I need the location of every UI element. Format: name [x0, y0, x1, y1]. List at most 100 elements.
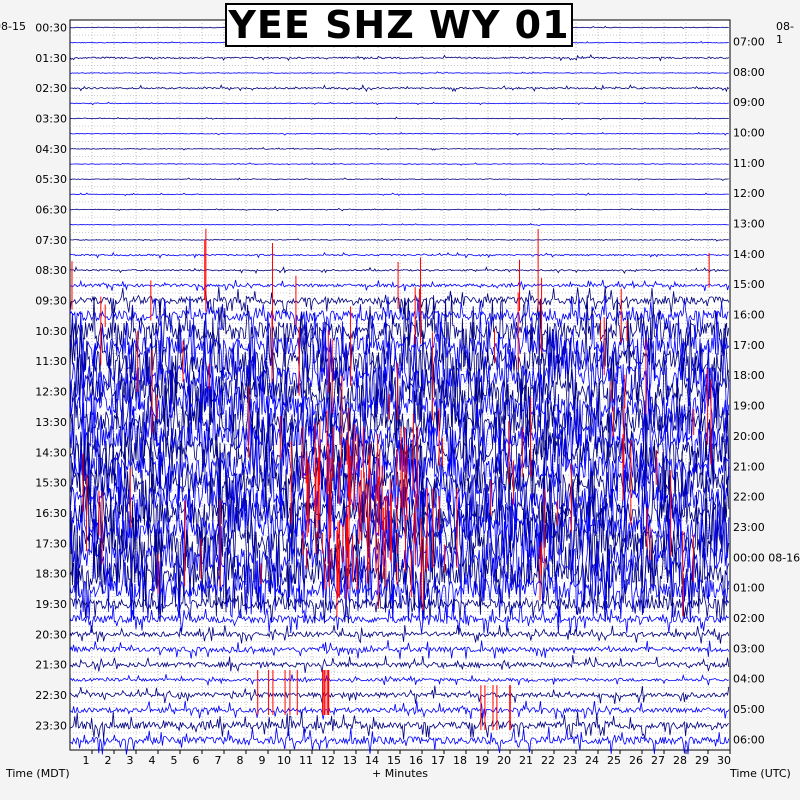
trace-line — [69, 393, 730, 482]
trace-line — [69, 53, 730, 62]
minute-tick-label: 14 — [365, 754, 379, 767]
minute-tick-label: 19 — [475, 754, 489, 767]
trace-line — [69, 71, 729, 75]
left-time-label: 15:30 — [35, 477, 67, 490]
left-time-label: 06:30 — [35, 204, 67, 217]
minute-tick-label: 9 — [259, 754, 266, 767]
right-time-label: 00:00 08-16 — [733, 551, 800, 564]
trace-line — [69, 223, 729, 227]
left-time-label: 04:30 — [35, 143, 67, 156]
left-time-label: 13:30 — [35, 416, 67, 429]
minute-tick-label: 28 — [673, 754, 687, 767]
right-time-label: 15:00 — [733, 278, 765, 291]
trace-line — [69, 116, 729, 121]
left-time-label: 14:30 — [35, 446, 67, 459]
minute-tick-label: 29 — [695, 754, 709, 767]
trace-line — [69, 207, 729, 212]
left-time-label: 23:30 — [35, 719, 67, 732]
start-date-label: 08-15 — [0, 20, 26, 33]
right-time-label: 03:00 — [733, 642, 765, 655]
left-time-label: 20:30 — [35, 628, 67, 641]
trace-line — [69, 640, 730, 659]
right-time-label: 08:00 — [733, 66, 765, 79]
right-time-label: 18:00 — [733, 369, 765, 382]
right-time-label: 17:00 — [733, 339, 765, 352]
trace-line — [70, 84, 730, 93]
left-time-label: 00:30 — [35, 22, 67, 35]
minute-tick-label: 8 — [237, 754, 244, 767]
left-time-labels: 00:30 01:30 02:30 03:30 04:30 05:30 06:30 07:30… — [35, 22, 67, 733]
minute-tick-label: 27 — [651, 754, 665, 767]
right-time-label: 14:00 — [733, 248, 765, 261]
title-box: YEE SHZ WY 01 — [225, 3, 573, 47]
left-time-label: 17:30 — [35, 537, 67, 550]
left-time-label: 01:30 — [35, 52, 67, 65]
trace-line — [69, 469, 730, 558]
trace-line — [69, 286, 730, 315]
trace-line — [69, 685, 730, 704]
minute-tick-label: 4 — [149, 754, 156, 767]
trace-line — [69, 711, 730, 740]
minute-tick-label: 7 — [215, 754, 222, 767]
right-time-label: 23:00 — [733, 521, 765, 534]
minute-tick-label: 1 — [83, 754, 90, 767]
trace-line — [69, 331, 730, 421]
right-time-labels: 07:00 08:00 09:00 10:00 11:00 12:00 13:00 14:00… — [733, 36, 800, 747]
left-time-label: 02:30 — [35, 82, 67, 95]
trace-line — [69, 726, 730, 755]
trace-line — [69, 377, 730, 468]
trace-line — [69, 437, 730, 528]
minute-tick-label: 21 — [519, 754, 533, 767]
trace-line — [69, 177, 729, 182]
left-time-label: 10:30 — [35, 325, 67, 338]
trace-line — [69, 251, 730, 259]
right-time-label: 21:00 — [733, 460, 765, 473]
minute-ticks: 1 2 3 4 5 6 7 8 9 10 11 12 13 14 15 16 17 18 19 20 21 22 23 24 2… — [83, 750, 731, 767]
right-time-label: 16:00 — [733, 309, 765, 322]
trace-line — [69, 482, 730, 572]
right-time-label: 01:00 — [733, 582, 765, 595]
left-time-label: 12:30 — [35, 386, 67, 399]
left-time-label: 09:30 — [35, 295, 67, 308]
right-time-label: 11:00 — [733, 157, 765, 170]
left-time-label: 08:30 — [35, 264, 67, 277]
minute-tick-label: 2 — [105, 754, 112, 767]
right-time-label: 20:00 — [733, 430, 765, 443]
left-time-label: 11:30 — [35, 355, 67, 368]
minute-tick-label: 30 — [717, 754, 731, 767]
minute-tick-label: 12 — [321, 754, 335, 767]
left-axis-label: Time (MDT) — [5, 767, 70, 780]
trace-line — [69, 101, 729, 106]
right-time-label: 07:00 — [733, 36, 765, 49]
minute-tick-label: 11 — [299, 754, 313, 767]
trace-line — [69, 147, 729, 151]
right-time-label: 19:00 — [733, 400, 765, 413]
trace-line — [69, 624, 730, 644]
minute-tick-label: 15 — [387, 754, 401, 767]
trace-line — [69, 162, 729, 166]
right-time-label: 22:00 — [733, 491, 765, 504]
trace-line — [69, 488, 730, 598]
minute-tick-label: 25 — [607, 754, 621, 767]
x-axis-label: + Minutes — [372, 767, 428, 780]
left-time-label: 07:30 — [35, 234, 67, 247]
right-time-label: 05:00 — [733, 703, 765, 716]
trace-line — [69, 655, 730, 673]
left-time-label: 05:30 — [35, 173, 67, 186]
trace-line — [69, 131, 729, 136]
trace-line — [69, 673, 730, 687]
left-time-label: 03:30 — [35, 113, 67, 126]
minute-tick-label: 3 — [127, 754, 134, 767]
right-time-label: 09:00 — [733, 96, 765, 109]
right-time-label: 02:00 — [733, 612, 765, 625]
trace-line — [69, 604, 730, 634]
trace-line — [70, 238, 729, 242]
seismic-traces — [69, 25, 730, 755]
minute-tick-label: 5 — [171, 754, 178, 767]
trace-line — [69, 279, 730, 292]
left-time-label: 21:30 — [35, 659, 67, 672]
trace-line — [69, 700, 730, 720]
minute-tick-label: 17 — [431, 754, 445, 767]
right-time-label: 10:00 — [733, 127, 765, 140]
trace-line — [69, 528, 730, 619]
